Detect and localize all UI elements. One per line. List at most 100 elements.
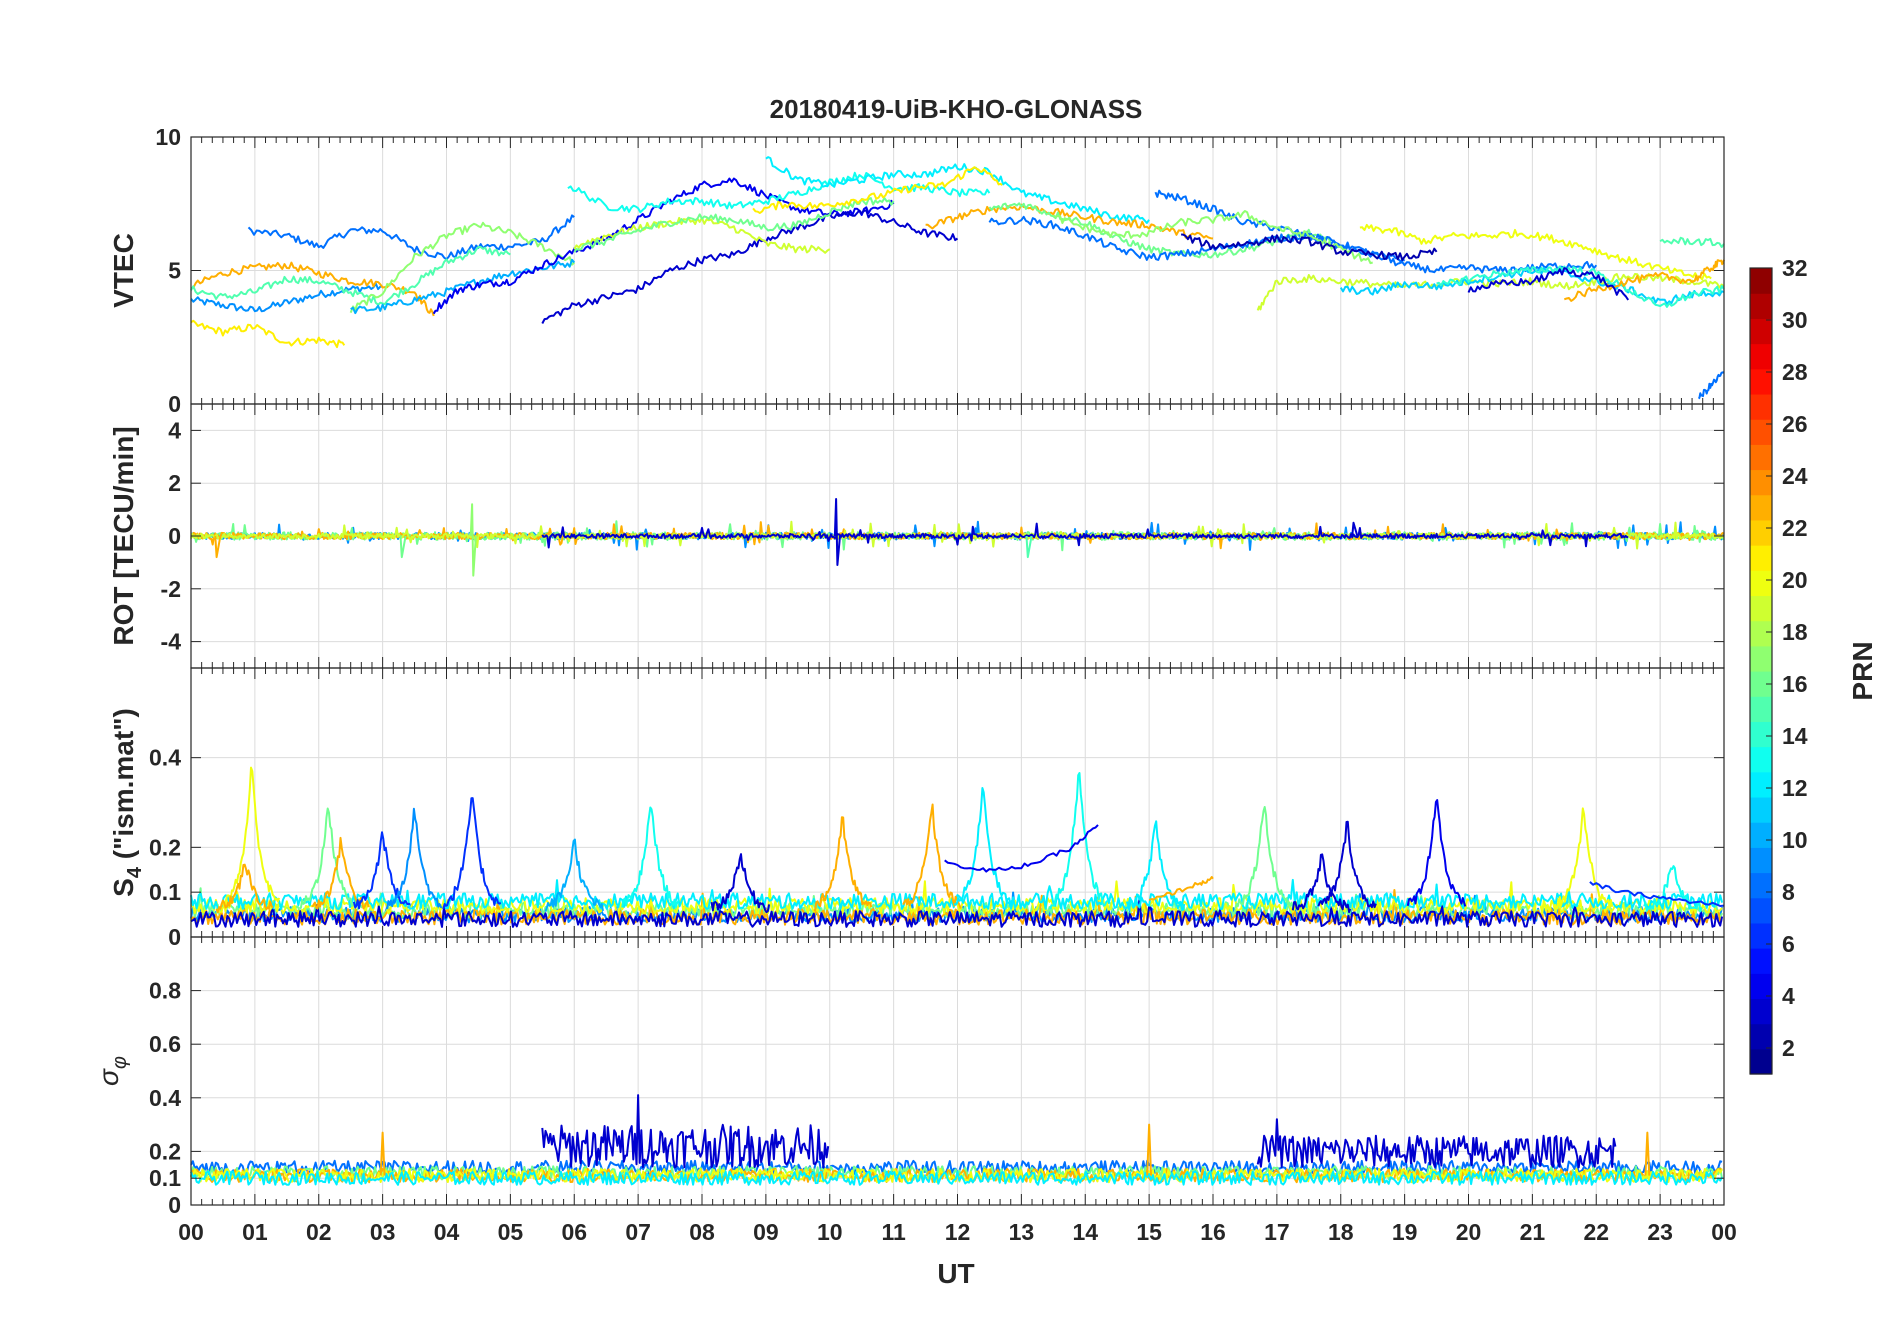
s4-peak-prn-20-19 [1553,807,1614,910]
colorbar-swatch [1750,847,1772,874]
colorbar-swatch [1750,948,1772,974]
y-tick-label: 0.1 [149,879,181,905]
x-tick-label: 05 [498,1219,524,1245]
colorbar-tick-label: 8 [1782,879,1795,905]
y-axis-label: S4 ("ism.mat") [108,708,146,897]
vtec-series-prn-14-23 [1436,265,1725,308]
vtec-series-prn-9-0 [190,282,383,313]
colorbar-swatch [1750,343,1772,370]
vtec-series-prn-19-21 [1256,272,1725,311]
colorbar-tick-label: 20 [1782,567,1808,593]
y-axis-label-main: S [108,878,139,897]
colorbar-swatch [1750,318,1772,345]
s4-peak-prn-4-18 [1406,799,1467,907]
x-tick-label: 00 [1711,1219,1737,1245]
colorbar-swatch [1750,620,1772,647]
vtec-series-prn-8-17 [1154,189,1598,274]
s4-peak-prn-13-13 [1049,772,1109,910]
x-tick-label: 08 [689,1219,715,1245]
sigma-elevated-prn-3-0 [541,1094,830,1169]
x-tick-label: 01 [242,1219,268,1245]
vtec-series-prn-3-25 [1467,267,1630,301]
colorbar-swatch [1750,922,1772,949]
chart-title: 20180419-UiB-KHO-GLONASS [770,94,1143,124]
rot-spike-prn-3-5 [1351,521,1359,537]
vtec-series-prn-2-19 [1181,233,1438,261]
y-tick-label: 10 [155,124,181,150]
colorbar-tick-label: 12 [1782,775,1808,801]
series-group [190,498,1725,577]
y-axis-label: ROT [TECU/min] [108,426,139,645]
s4-peak-prn-10-7 [544,838,604,913]
series-group [190,1094,1724,1186]
colorbar-tick-label: 18 [1782,619,1808,645]
x-tick-label: 03 [370,1219,396,1245]
colorbar-swatch [1750,1048,1772,1075]
s4-peak-prn-20-0 [221,766,281,909]
sigma-elevated-prn-3-1 [1256,1118,1617,1169]
y-tick-label: -2 [161,576,181,602]
vtec-series-prn-21-2 [190,319,346,349]
x-tick-label: 10 [817,1219,843,1245]
y-tick-label: 5 [168,258,181,284]
colorbar-swatch [1750,494,1772,521]
colorbar-swatch [1750,671,1772,697]
y-tick-label: 0 [168,391,181,417]
x-ticks [190,404,1725,668]
colorbar-swatch [1750,519,1772,546]
colorbar-tick-label: 32 [1782,255,1808,281]
rot-spike-prn-3-0 [833,498,841,566]
vtec-series-prn-13-9 [567,171,991,214]
vtec-series-prn-17-5 [349,221,575,314]
x-tick-label: 12 [945,1219,971,1245]
y-tick-label: 2 [168,470,181,496]
colorbar-swatch [1750,268,1772,294]
colorbar-tick-label: 30 [1782,307,1808,333]
colorbar-swatch [1750,595,1772,622]
s4-series-prn-3-4 [190,896,1724,928]
x-tick-label: 17 [1264,1219,1290,1245]
colorbar-swatch [1750,897,1772,924]
rot-spike-prn-16-3 [399,535,407,559]
colorbar-swatch [1750,570,1772,597]
sigma-peak-prn-23-0 [379,1131,386,1176]
x-tick-label: 18 [1328,1219,1354,1245]
y-axis-label-sub: φ [109,1056,131,1069]
vtec-series-prn-23-24 [1563,259,1725,302]
rot-spike-prn-15-4 [1025,535,1033,559]
y-axis-label-rest: ("ism.mat") [108,708,139,867]
colorbar-tick-label: 22 [1782,515,1808,541]
colorbar-tick-label: 26 [1782,411,1808,437]
colorbar-swatch [1750,368,1772,395]
x-tick-labels: 00 01 02 03 04 05 06 07 08 09 10 11 12 13 14 15 16 17 18 19… [178,1219,1737,1245]
colorbar-swatch [1750,545,1772,571]
y-tick-label: 0.4 [149,1085,181,1111]
y-tick-label: 0 [168,523,181,549]
vtec-series-prn-23-3 [190,261,435,317]
colorbar-tick-label: 14 [1782,723,1808,749]
colorbar-swatch [1750,771,1772,798]
x-ticks [190,937,1725,1205]
colorbar-tick-label: 16 [1782,671,1808,697]
y-tick-label: 0.1 [149,1165,181,1191]
vtec-series-prn-8-1 [247,214,575,261]
vtec-series-prn-11-22 [1339,267,1725,305]
colorbar-swatch [1750,872,1772,899]
colorbar-swatch [1750,419,1772,445]
x-tick-label: 13 [1009,1219,1035,1245]
s4-peak-prn-12-12 [953,787,1013,909]
s4-peak-prn-9-5 [385,807,443,910]
s4-arc-prn-4-0 [944,824,1099,873]
s4-arc-prn-6-2 [1589,881,1725,907]
colorbar-tick-label: 2 [1782,1035,1795,1061]
colorbar-tick-label: 28 [1782,359,1808,385]
s4-peak-prn-23-1 [215,863,274,914]
colorbar-swatch [1750,721,1772,748]
colorbar-swatch [1750,746,1772,773]
y-tick-label: 0.2 [149,834,181,860]
s4-peak-prn-13-8 [621,806,680,908]
colorbar-swatch [1750,696,1772,722]
x-tick-label: 14 [1072,1219,1098,1245]
